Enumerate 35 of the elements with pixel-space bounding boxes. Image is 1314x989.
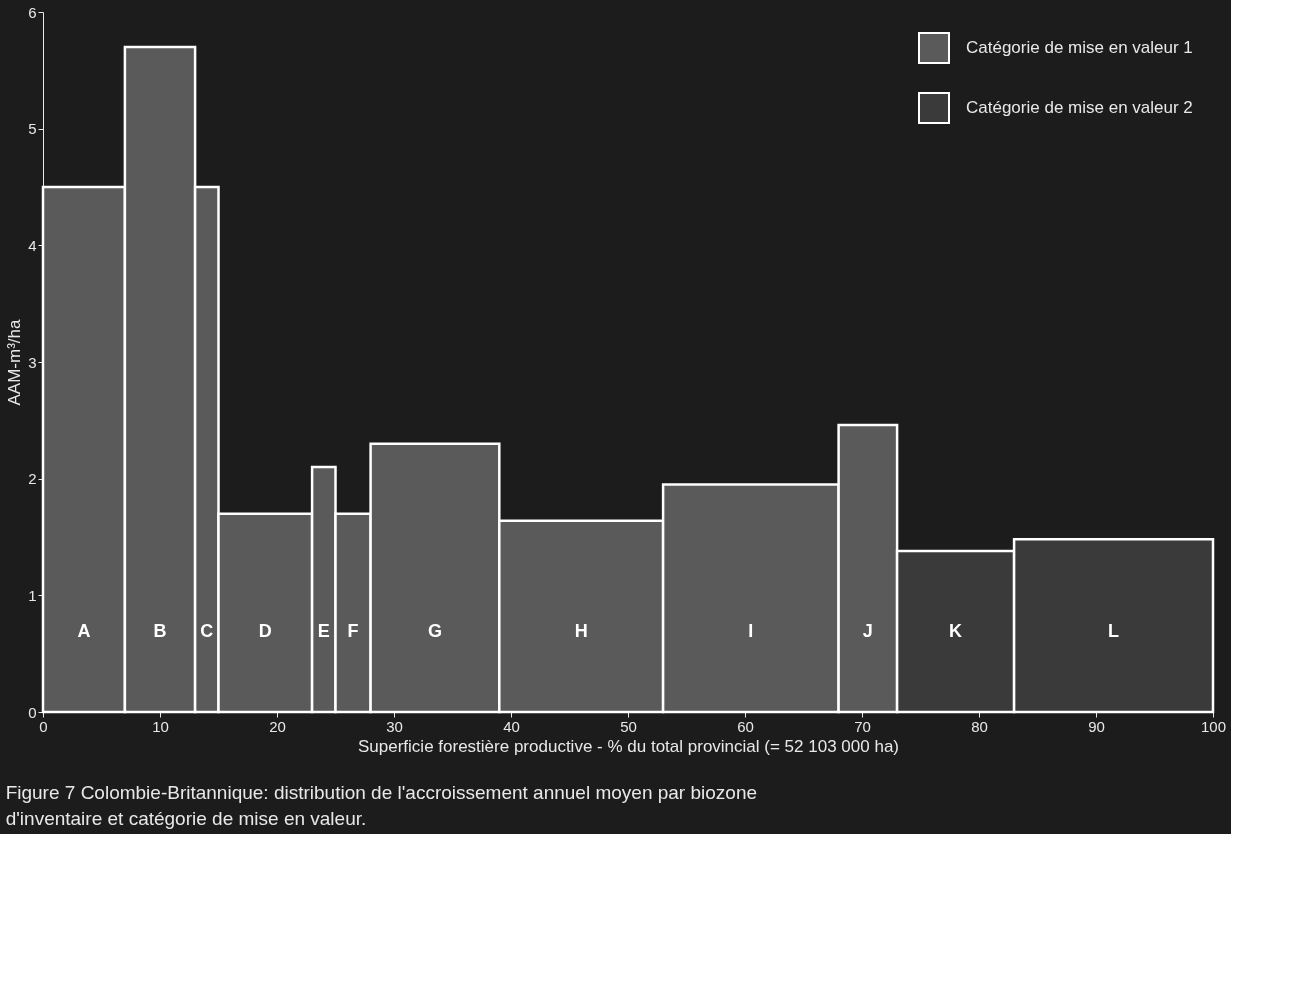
y-tick-label: 3 (28, 353, 37, 371)
x-tick-label: 60 (737, 717, 754, 735)
x-tick-label: 20 (269, 717, 286, 735)
legend-label: Catégorie de mise en valeur 1 (966, 38, 1193, 57)
x-tick-label: 80 (971, 717, 988, 735)
legend-label: Catégorie de mise en valeur 2 (966, 98, 1193, 117)
x-tick-label: 40 (503, 717, 520, 735)
x-tick-label: 90 (1088, 717, 1105, 735)
x-tick-label: 0 (39, 717, 48, 735)
x-tick-label: 50 (620, 717, 637, 735)
annotation: J (862, 621, 873, 641)
x-tick-label: 10 (152, 717, 169, 735)
y-axis-title: AAM-m³/ha (5, 318, 25, 406)
y-tick-label: 2 (28, 470, 37, 488)
y-tick-label: 6 (28, 3, 37, 21)
annotation: G (427, 621, 442, 641)
y-tick-label: 5 (28, 120, 37, 138)
annotation: F (347, 621, 359, 641)
caption: Figure 7 Colombie-Britannique: distribution de l'accroissement annuel moyen par biozone d'inventaire et catégorie de mise en valeur. (5, 782, 758, 829)
y-tick-label: 0 (28, 703, 37, 721)
annotation: A (77, 621, 91, 641)
y-tick-label: 1 (28, 586, 37, 604)
x-axis-title: Superficie forestière productive - % du total provincial (= 52 103 000 ha) (358, 736, 899, 756)
annotation: L (1108, 621, 1120, 641)
annotation: E (317, 621, 330, 641)
annotation: K (949, 621, 963, 641)
x-tick-label: 70 (854, 717, 871, 735)
annotation: I (748, 621, 754, 641)
x-tick-label: 100 (1200, 717, 1227, 735)
x-tick-label: 30 (386, 717, 403, 735)
annotation: H (574, 621, 588, 641)
annotation: C (200, 621, 214, 641)
annotation: B (153, 621, 167, 641)
y-tick-label: 4 (28, 236, 37, 254)
annotation: D (258, 621, 272, 641)
